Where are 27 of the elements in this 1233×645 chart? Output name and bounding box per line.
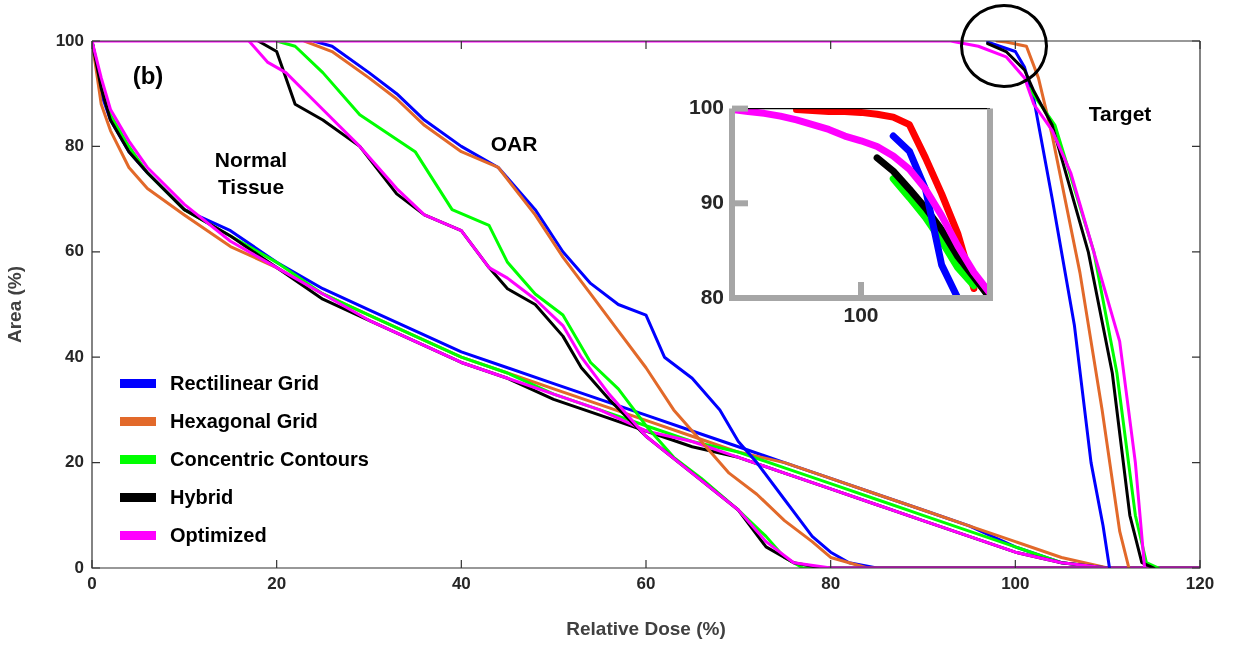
y-axis-title: Area (%) [3,265,25,344]
y-tick-label: 0 [74,557,84,577]
annotation: OAR [489,131,539,157]
legend-label: Optimized [170,523,267,547]
y-tick-label: 40 [65,346,84,366]
y-tick-label: 20 [65,452,84,472]
x-tick-label: 0 [87,573,97,593]
x-axis-title: Relative Dose (%) [566,617,726,639]
x-tick-label: 100 [1001,573,1030,593]
annotation: (b) [131,61,165,91]
legend-label: Concentric Contours [170,447,369,471]
x-tick-label: 40 [451,573,471,593]
y-tick-label: 100 [688,95,724,119]
y-tick-label: 80 [700,284,724,308]
x-tick-label: 60 [636,573,656,593]
annotation: Target [1087,101,1153,127]
y-tick-label: 100 [55,30,84,50]
x-tick-label: 80 [821,573,841,593]
legend-label: Hybrid [170,485,234,509]
legend-label: Hexagonal Grid [170,409,318,433]
x-tick-label: 120 [1185,573,1215,593]
legend-label: Rectilinear Grid [170,371,319,395]
annotation: Normal Tissue [213,147,289,201]
y-tick-label: 60 [65,241,84,261]
x-tick-label: 20 [267,573,287,593]
y-tick-label: 80 [65,136,84,156]
y-tick-label: 90 [700,190,724,214]
